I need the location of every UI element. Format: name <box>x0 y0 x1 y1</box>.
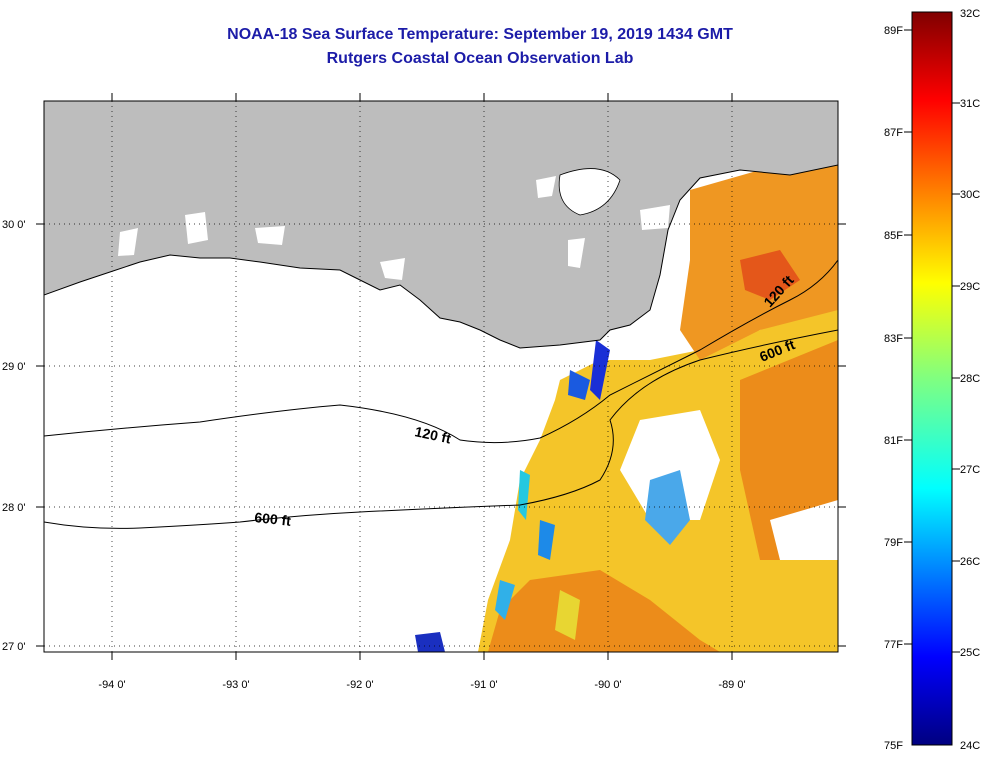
colorbar-label-27c: 27C <box>960 464 980 476</box>
sst-data <box>415 160 838 652</box>
bathymetry-contours <box>44 259 838 529</box>
colorbar-label-31c: 31C <box>960 98 980 110</box>
lat-label-27: 27 0' <box>2 641 26 653</box>
colorbar-label-28c: 28C <box>960 373 980 385</box>
colorbar-label-77f: 77F <box>884 639 903 651</box>
colorbar-label-26c: 26C <box>960 556 980 568</box>
axis-ticks <box>36 93 846 660</box>
land-mass <box>44 101 838 349</box>
lat-label-29: 29 0' <box>2 361 26 373</box>
lon-label-89: -89 0' <box>718 679 745 691</box>
colorbar-label-89f: 89F <box>884 25 903 37</box>
lon-label-91: -91 0' <box>470 679 497 691</box>
contour-label-600ft-west: 600 ft <box>254 509 292 529</box>
colorbar-label-24c: 24C <box>960 740 980 752</box>
lat-label-30: 30 0' <box>2 219 26 231</box>
colorbar-label-79f: 79F <box>884 537 903 549</box>
map-subtitle: Rutgers Coastal Ocean Observation Lab <box>326 50 634 67</box>
colorbar-label-75f: 75F <box>884 740 903 752</box>
colorbar-label-32c: 32C <box>960 8 980 20</box>
colorbar-label-85f: 85F <box>884 230 903 242</box>
colorbar-label-25c: 25C <box>960 647 980 659</box>
lon-label-93: -93 0' <box>222 679 249 691</box>
colorbar-label-87f: 87F <box>884 127 903 139</box>
colorbar-label-30c: 30C <box>960 189 980 201</box>
graticule <box>44 101 838 652</box>
map-title: NOAA-18 Sea Surface Temperature: Septemb… <box>227 26 733 43</box>
lon-label-90: -90 0' <box>594 679 621 691</box>
colorbar-label-29c: 29C <box>960 281 980 293</box>
colorbar-label-83f: 83F <box>884 333 903 345</box>
colorbar-label-81f: 81F <box>884 435 903 447</box>
temperature-colorbar <box>911 11 953 746</box>
contour-label-120ft-west: 120 ft <box>413 423 452 446</box>
map-frame <box>43 100 839 653</box>
lon-label-94: -94 0' <box>98 679 125 691</box>
lon-label-92: -92 0' <box>346 679 373 691</box>
lat-label-28: 28 0' <box>2 502 26 514</box>
